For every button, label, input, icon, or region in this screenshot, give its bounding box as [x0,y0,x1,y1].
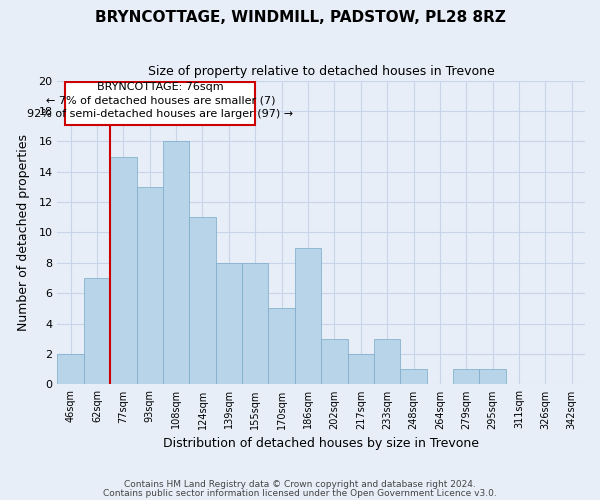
Bar [374,339,400,384]
Text: 92% of semi-detached houses are larger (97) →: 92% of semi-detached houses are larger (… [27,109,293,119]
Bar [347,354,374,384]
Y-axis label: Number of detached properties: Number of detached properties [17,134,30,331]
Bar [479,369,506,384]
Text: BRYNCOTTAGE: 76sqm: BRYNCOTTAGE: 76sqm [97,82,224,92]
Bar [242,263,268,384]
Bar [189,218,215,384]
Bar [215,263,242,384]
Bar [321,339,347,384]
Bar [295,248,321,384]
Bar [453,369,479,384]
Bar [137,187,163,384]
Bar [268,308,295,384]
Text: BRYNCOTTAGE, WINDMILL, PADSTOW, PL28 8RZ: BRYNCOTTAGE, WINDMILL, PADSTOW, PL28 8RZ [95,10,505,25]
Text: ← 7% of detached houses are smaller (7): ← 7% of detached houses are smaller (7) [46,96,275,106]
Title: Size of property relative to detached houses in Trevone: Size of property relative to detached ho… [148,65,494,78]
FancyBboxPatch shape [65,82,255,126]
X-axis label: Distribution of detached houses by size in Trevone: Distribution of detached houses by size … [163,437,479,450]
Text: Contains HM Land Registry data © Crown copyright and database right 2024.: Contains HM Land Registry data © Crown c… [124,480,476,489]
Bar [110,156,137,384]
Bar [84,278,110,384]
Bar [400,369,427,384]
Bar [163,142,189,384]
Text: Contains public sector information licensed under the Open Government Licence v3: Contains public sector information licen… [103,489,497,498]
Bar [58,354,84,384]
